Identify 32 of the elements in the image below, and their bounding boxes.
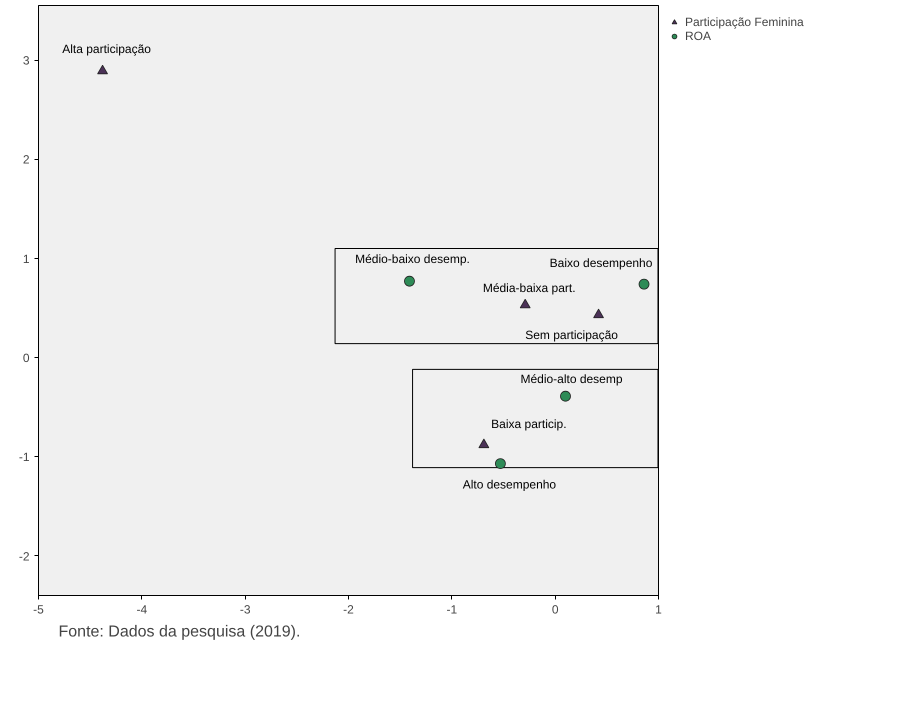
x-tick-label: -1	[446, 602, 458, 616]
x-tick-label: -5	[33, 602, 44, 616]
y-tick-label: 1	[22, 252, 30, 266]
legend-label: ROA	[685, 29, 712, 43]
x-tick-label: 1	[655, 602, 662, 616]
x-tick-label: 0	[552, 602, 559, 616]
annotation: Médio-alto desemp	[520, 372, 623, 386]
point	[593, 308, 604, 318]
legend-label: Participação Feminina	[685, 15, 804, 29]
x-tick-label: -3	[240, 602, 251, 616]
annotation: Baixa particip.	[491, 416, 567, 431]
y-tick-label: -1	[18, 450, 30, 464]
annotation: Alto desempenho	[462, 478, 556, 492]
annotation: Baixo desempenho	[550, 256, 653, 270]
x-tick-label: -4	[136, 602, 148, 616]
annotation: Média-baixa part.	[482, 280, 576, 295]
y-tick-label: -2	[18, 549, 30, 564]
y-tick-label: 0	[22, 351, 30, 366]
y-tick-label: 2	[22, 152, 30, 167]
source-note: Fonte: Dados da pesquisa (2019).	[58, 624, 300, 640]
annotation: Sem participação	[525, 328, 618, 342]
y-tick-label: 3	[22, 54, 30, 68]
point	[404, 276, 415, 287]
point	[97, 64, 108, 74]
point	[478, 438, 490, 448]
point	[495, 458, 506, 470]
x-tick-label: -2	[343, 602, 354, 616]
point	[520, 298, 531, 308]
point	[560, 390, 571, 402]
annotation: Médio-baixo desemp.	[355, 252, 470, 266]
point	[638, 278, 650, 290]
annotation: Alta participação	[62, 42, 152, 56]
